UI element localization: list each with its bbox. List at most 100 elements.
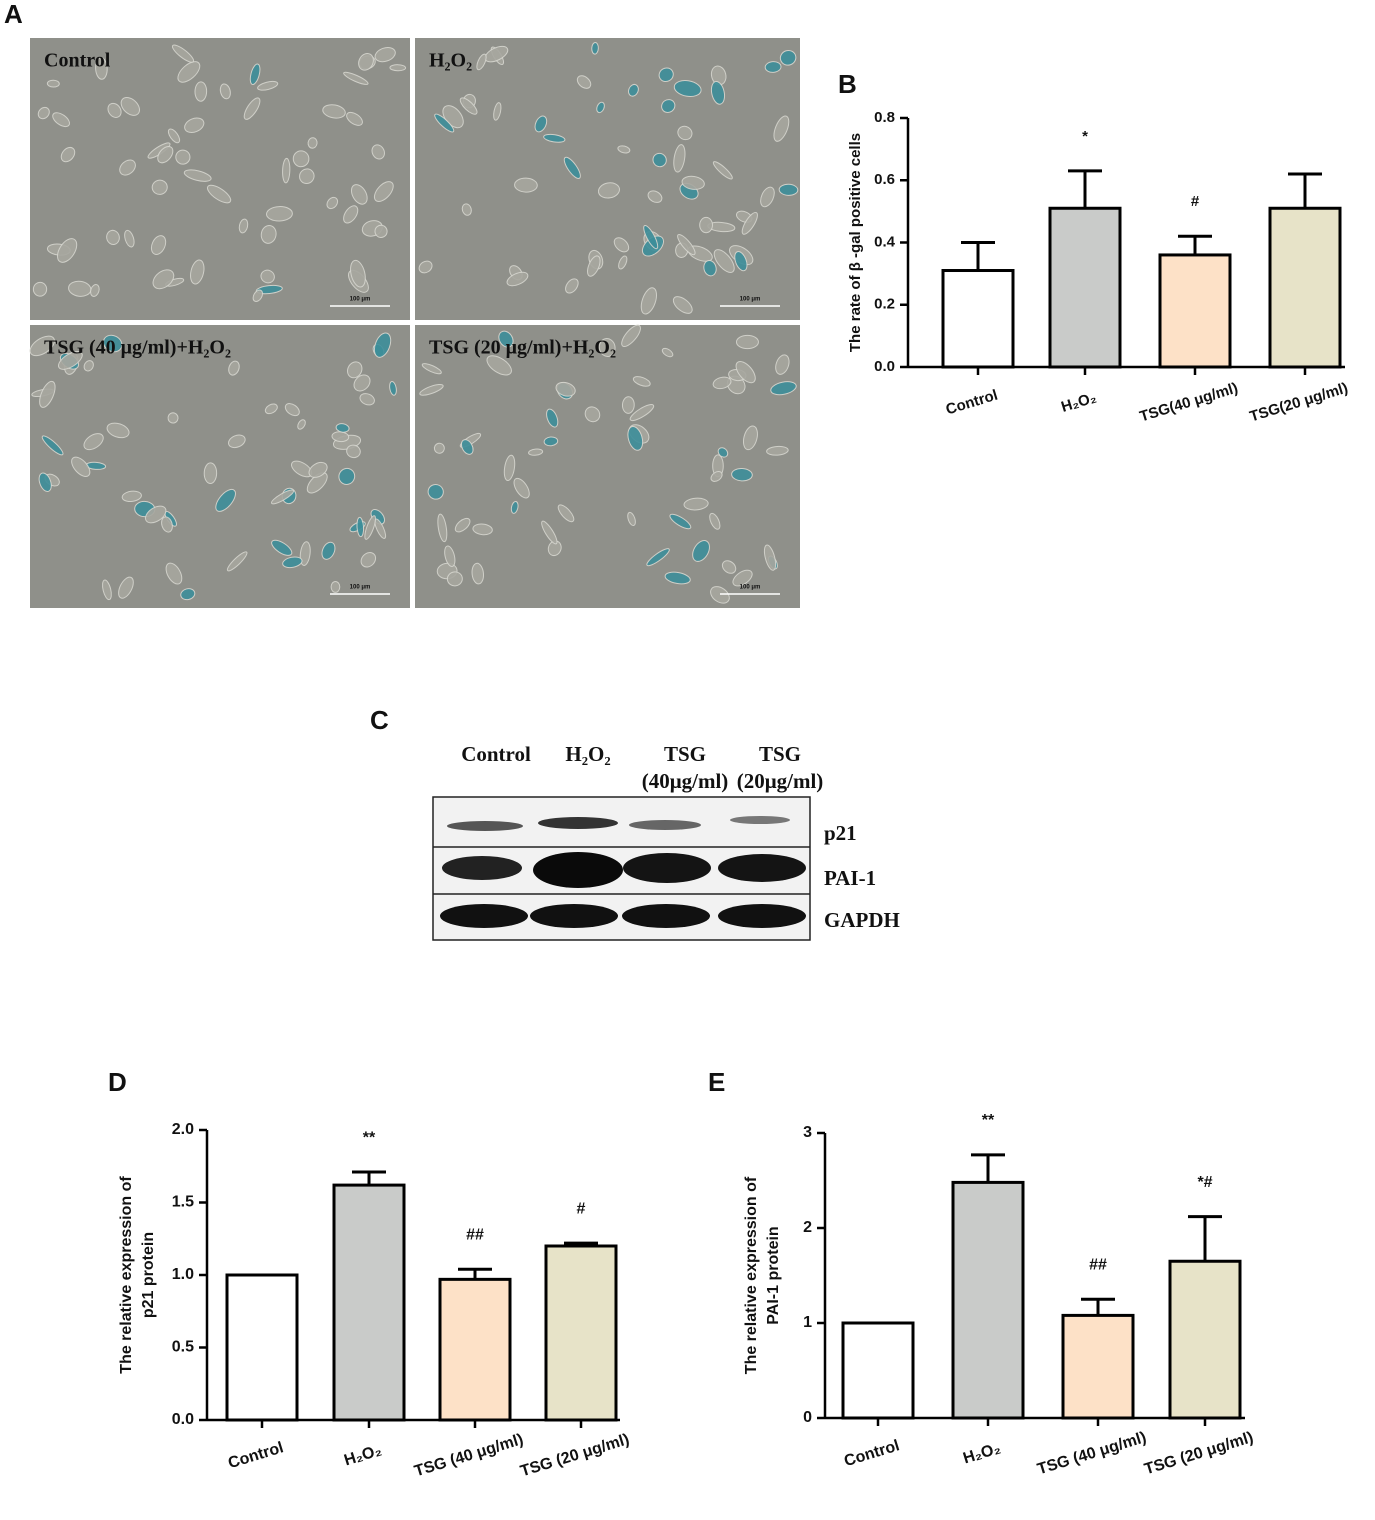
cell: [547, 540, 562, 557]
cell: [124, 229, 135, 248]
significance-label: **: [363, 1129, 376, 1146]
cell: [427, 483, 444, 500]
cell: [557, 504, 575, 523]
cell: [152, 269, 175, 290]
cell: [683, 497, 709, 511]
cell: [238, 218, 249, 234]
cell: [471, 562, 485, 585]
cell: [226, 551, 248, 572]
cell: [373, 332, 392, 358]
cell: [57, 238, 78, 263]
band: [447, 821, 523, 831]
cell: [742, 425, 758, 451]
cell: [770, 381, 797, 396]
panel-letter: A: [4, 0, 23, 29]
cell: [587, 255, 601, 277]
cell: [576, 75, 592, 89]
scale-label: 100 μm: [740, 297, 761, 303]
cell: [29, 335, 55, 357]
cell: [144, 505, 167, 524]
significance-label: ##: [466, 1226, 484, 1243]
cell: [264, 403, 278, 415]
cell: [419, 383, 444, 396]
y-tick-label: 0: [803, 1409, 812, 1426]
cell: [514, 177, 538, 193]
y-tick-label: 0.6: [874, 171, 895, 188]
cell: [565, 278, 579, 294]
scale-label: 100 μm: [740, 585, 761, 591]
cell: [717, 447, 729, 458]
cell: [371, 144, 385, 160]
cell: [528, 448, 544, 456]
lane-label: H₂O₂: [565, 742, 610, 766]
cell: [150, 235, 167, 255]
cell: [735, 334, 759, 350]
cell: [618, 255, 628, 270]
cell: [335, 423, 350, 433]
cell: [732, 569, 753, 587]
cell: [734, 251, 748, 272]
cell: [120, 97, 140, 116]
cell: [677, 125, 693, 141]
cell: [308, 461, 328, 478]
cell: [476, 53, 487, 71]
band: [538, 817, 618, 829]
cell: [513, 477, 530, 499]
cell: [106, 422, 130, 439]
cell: [252, 289, 264, 302]
cell: [106, 229, 120, 245]
cell: [102, 579, 112, 601]
cell: [190, 259, 205, 285]
cell: [596, 101, 605, 114]
cell: [46, 79, 60, 88]
cell: [360, 552, 377, 568]
cell: [584, 406, 601, 423]
cell: [646, 548, 670, 567]
y-axis-label: PAI-1 protein: [765, 1226, 782, 1324]
cell: [358, 53, 374, 71]
cell: [90, 284, 100, 297]
cell: [119, 159, 136, 176]
cell: [673, 79, 702, 98]
micrographs: Control 100 μm H₂O₂ 100 μm TSG (40 μg/ml)+H₂…: [29, 38, 800, 608]
lane-label: TSG: [759, 742, 801, 766]
cell: [703, 260, 717, 277]
cell: [712, 161, 733, 180]
cell: [271, 539, 293, 556]
cell: [773, 115, 790, 142]
cell: [297, 419, 306, 430]
cell: [677, 233, 696, 256]
cell: [621, 324, 641, 348]
cell: [621, 396, 635, 414]
cell: [228, 434, 246, 449]
cell: [760, 186, 775, 208]
scale-label: 100 μm: [350, 585, 371, 591]
cell: [121, 490, 142, 503]
cell: [353, 374, 371, 392]
cell: [364, 515, 376, 540]
cell: [107, 102, 122, 118]
cell: [486, 355, 512, 376]
cell: [102, 334, 123, 353]
cell: [95, 57, 108, 80]
bar: [1048, 206, 1122, 369]
cell: [434, 113, 455, 133]
cell: [461, 203, 472, 216]
cell: [180, 588, 196, 601]
cell: [38, 472, 52, 493]
cell: [374, 47, 396, 63]
cell: [215, 488, 236, 512]
cell: [203, 462, 218, 485]
significance-label: ##: [1089, 1256, 1107, 1273]
cell: [389, 64, 407, 72]
cell: [184, 117, 205, 133]
cell: [356, 516, 365, 538]
cell: [175, 149, 191, 165]
micrograph: [415, 38, 800, 320]
cell: [343, 205, 359, 224]
cell: [692, 540, 710, 562]
significance-label: #: [577, 1200, 586, 1217]
significance-label: #: [1191, 193, 1200, 210]
cell: [41, 435, 64, 456]
cell: [83, 433, 104, 451]
